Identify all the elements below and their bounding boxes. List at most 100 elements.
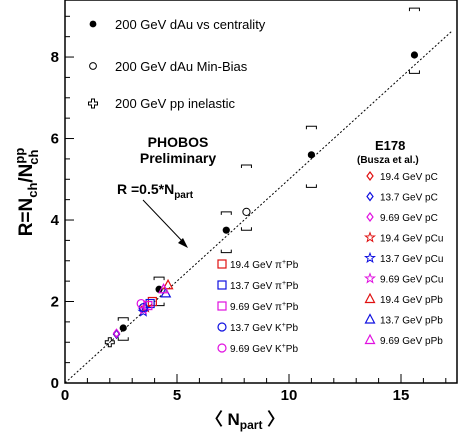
data-point bbox=[145, 298, 155, 309]
error-bracket-lower bbox=[220, 249, 232, 254]
data-point bbox=[119, 324, 127, 332]
e178-legend-label: 9.69 GeV pCu bbox=[380, 275, 443, 286]
beam-legend-target: Pb bbox=[286, 323, 299, 334]
beam-legend-marker bbox=[217, 259, 227, 269]
e178-legend-marker bbox=[366, 171, 374, 181]
beam-legend-charge: + bbox=[282, 322, 286, 329]
e178-legend: 19.4 GeV pC 13.7 GeV pC 9.69 GeV pC 19.4 Ge… bbox=[363, 171, 443, 347]
beam-legend-label: 9.69 GeV π+Pb bbox=[230, 301, 299, 313]
y-tick-label: 4 bbox=[51, 212, 60, 229]
data-point bbox=[104, 337, 115, 348]
e178-legend-label: 9.69 GeV pC bbox=[380, 213, 438, 224]
beam-legend-charge: + bbox=[282, 301, 286, 308]
x-axis-title-post: 〉 bbox=[262, 409, 284, 429]
beam-legend-target: Pb bbox=[286, 302, 299, 313]
e178-legend-marker bbox=[363, 251, 377, 264]
e178-legend-marker bbox=[363, 231, 377, 243]
fit-line bbox=[64, 30, 453, 384]
beam-legend-label: 9.69 GeV K+Pb bbox=[230, 343, 298, 355]
y-axis-title-sub2: ch bbox=[26, 149, 41, 164]
beam-legend-label: 13.7 GeV K+Pb bbox=[230, 322, 298, 334]
data-points bbox=[104, 51, 419, 348]
e178-legend-marker bbox=[364, 292, 376, 304]
x-axis-title-sub: part bbox=[240, 418, 263, 432]
y-axis-title-mid: /N bbox=[16, 164, 37, 183]
plot-frame bbox=[64, 0, 458, 384]
beam-legend-target: Pb bbox=[286, 344, 299, 355]
x-tick-label: 15 bbox=[393, 387, 410, 404]
e178-legend-label: 9.69 GeV pPb bbox=[380, 336, 443, 347]
beam-legend-energy: 9.69 GeV π bbox=[230, 302, 282, 313]
beam-legend-target: Pb bbox=[286, 260, 299, 271]
data-point bbox=[158, 283, 170, 294]
legend-label-dau-minbias: 200 GeV dAu Min-Bias bbox=[115, 59, 248, 74]
x-tick-label: 0 bbox=[61, 387, 69, 404]
legend-label-dau-centrality: 200 GeV dAu vs centrality bbox=[115, 17, 266, 32]
preliminary-label: Preliminary bbox=[140, 150, 216, 166]
y-tick-label: 0 bbox=[51, 375, 59, 392]
beam-legend-label: 13.7 GeV π+Pb bbox=[230, 280, 299, 292]
beam-legend-charge: + bbox=[282, 343, 286, 350]
x-axis-title: 〈 Npart 〉 bbox=[206, 409, 284, 432]
beam-legend-marker bbox=[217, 280, 227, 290]
y-axis-title-sub1: ch bbox=[25, 183, 40, 198]
error-bracket-upper bbox=[305, 125, 317, 130]
error-bracket-upper bbox=[117, 317, 129, 321]
error-bracket-lower bbox=[305, 184, 317, 188]
legend-marker-filled-circle bbox=[89, 20, 97, 28]
data-point bbox=[410, 51, 419, 59]
x-tick-label: 10 bbox=[281, 387, 298, 404]
legend-marker-open-cross bbox=[88, 98, 98, 109]
data-point bbox=[155, 285, 163, 293]
beam-legend-energy: 19.4 GeV π bbox=[230, 260, 282, 271]
y-tick-label: 6 bbox=[51, 131, 59, 148]
e178-legend-marker bbox=[366, 191, 374, 202]
e178-legend-label: 19.4 GeV pPb bbox=[380, 295, 443, 306]
fit-label-main: R =0.5*N bbox=[117, 181, 174, 197]
y-axis-title-sup: pp bbox=[12, 148, 27, 164]
plot-border bbox=[64, 0, 458, 384]
error-bracket-lower bbox=[117, 337, 129, 341]
e178-subtitle: (Busza et al.) bbox=[357, 155, 419, 166]
error-bracket-upper bbox=[240, 164, 252, 169]
beam-legend-energy: 13.7 GeV π bbox=[230, 281, 282, 292]
data-point bbox=[162, 278, 174, 290]
phobos-label: PHOBOS bbox=[148, 134, 209, 150]
data-point bbox=[143, 300, 153, 311]
beam-legend-marker bbox=[217, 322, 227, 332]
e178-legend-marker bbox=[364, 333, 376, 345]
fit-label-arrowhead bbox=[178, 238, 188, 248]
e178-legend-marker bbox=[363, 272, 377, 284]
x-axis-title-pre: 〈 N bbox=[206, 409, 240, 429]
e178-legend-label: 19.4 GeV pCu bbox=[380, 234, 443, 245]
fit-line-group bbox=[64, 30, 453, 384]
error-bracket-upper bbox=[408, 7, 420, 12]
beam-legend-marker bbox=[217, 301, 227, 311]
data-point bbox=[222, 226, 230, 234]
x-tick-label: 5 bbox=[173, 387, 181, 404]
phobos-legend: 200 GeV dAu vs centrality 200 GeV dAu Mi… bbox=[88, 17, 266, 111]
e178-title: E178 bbox=[375, 138, 405, 153]
axes: 0 5 10 15 0 2 4 6 8 bbox=[51, 15, 447, 404]
fit-label: R =0.5*Npart bbox=[117, 181, 194, 201]
legend-marker-open-circle bbox=[89, 62, 97, 70]
data-point bbox=[112, 328, 121, 339]
e178-legend-marker bbox=[366, 212, 374, 222]
fit-label-arrow bbox=[142, 199, 185, 244]
y-axis-title-main: R=N bbox=[16, 198, 37, 237]
beam-legend-energy: 13.7 GeV K bbox=[230, 323, 282, 334]
fit-label-sub: part bbox=[174, 190, 194, 201]
e178-legend-label: 19.4 GeV pC bbox=[380, 172, 438, 183]
data-point bbox=[242, 207, 251, 216]
data-point bbox=[136, 298, 146, 309]
beam-legend-charge: + bbox=[282, 280, 286, 287]
beam-legend-charge: + bbox=[282, 259, 286, 266]
legend-label-pp-inelastic: 200 GeV pp inelastic bbox=[115, 96, 235, 111]
error-bracket-lower bbox=[240, 227, 252, 231]
e178-legend-label: 13.7 GeV pC bbox=[380, 193, 438, 204]
error-bracket-upper bbox=[153, 276, 165, 281]
e178-legend-label: 13.7 GeV pCu bbox=[380, 254, 443, 265]
e178-legend-marker bbox=[364, 313, 376, 324]
